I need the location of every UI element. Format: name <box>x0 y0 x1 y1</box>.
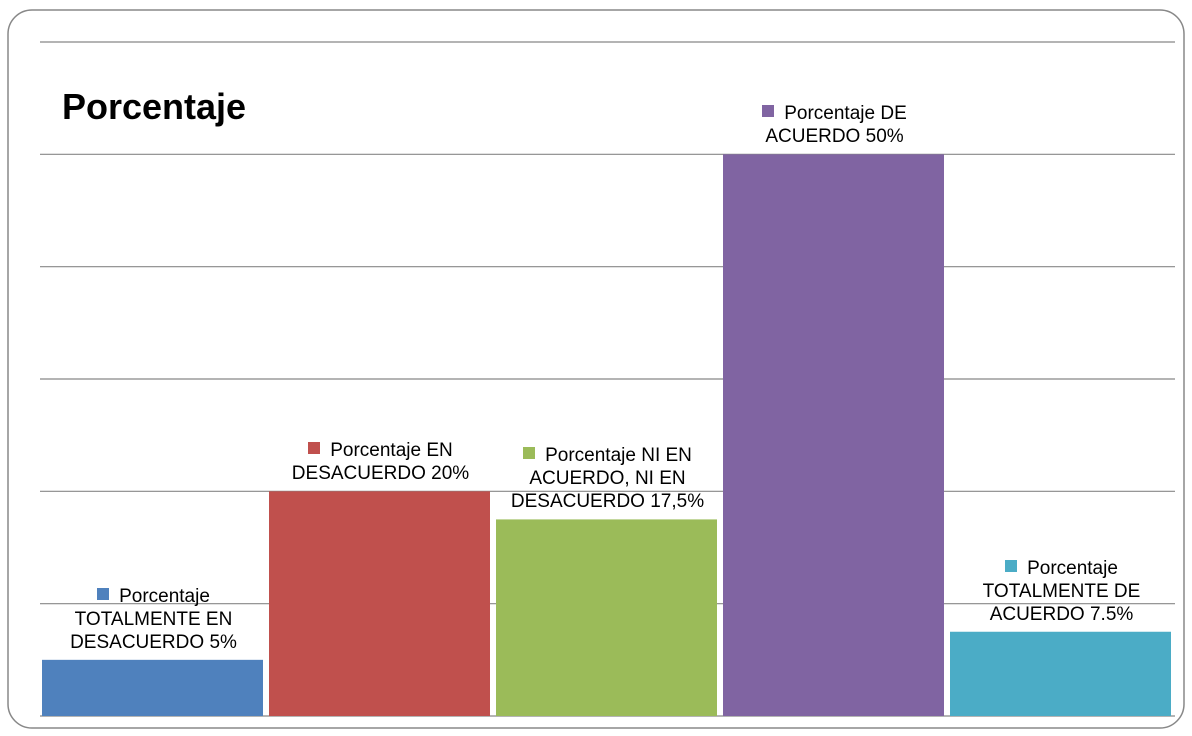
category-label: EN DESACUERDO <box>291 440 453 485</box>
bar <box>496 519 717 716</box>
series-name: Porcentaje <box>119 585 210 607</box>
bar <box>42 659 263 716</box>
data-label: Porcentaje TOTALMENTE DE ACUERDO 7.5% <box>942 557 1182 626</box>
bar <box>950 631 1171 716</box>
value-label: 20% <box>431 463 470 485</box>
legend-marker <box>97 587 110 600</box>
chart-title: Porcentaje <box>62 86 247 127</box>
category-label: TOTALMENTE EN DESACUERDO <box>70 608 233 653</box>
series-name: Porcentaje <box>784 103 876 125</box>
series-name: Porcentaje <box>545 445 636 467</box>
data-label: Porcentaje NI EN ACUERDO, NI EN DESACUER… <box>488 444 728 513</box>
bar <box>269 491 490 716</box>
value-label: 5% <box>209 631 237 653</box>
category-label: DE ACUERDO <box>765 103 907 148</box>
legend-marker <box>762 105 775 118</box>
value-label: 7.5% <box>1089 603 1134 625</box>
legend-marker <box>1005 559 1018 572</box>
series-name: Porcentaje <box>1027 557 1118 579</box>
data-label: Porcentaje EN DESACUERDO 20% <box>261 439 501 485</box>
legend-marker <box>308 442 321 455</box>
data-label: Porcentaje TOTALMENTE EN DESACUERDO 5% <box>34 585 274 654</box>
legend-marker <box>523 447 536 460</box>
series-name: Porcentaje <box>330 440 422 462</box>
category-label: TOTALMENTE DE ACUERDO <box>982 580 1141 625</box>
value-label: 50% <box>865 126 904 148</box>
bar <box>723 154 944 717</box>
data-label: Porcentaje DE ACUERDO 50% <box>715 102 955 148</box>
category-label: NI EN ACUERDO, NI EN DESACUERDO <box>510 445 692 513</box>
value-label: 17,5% <box>650 491 705 513</box>
